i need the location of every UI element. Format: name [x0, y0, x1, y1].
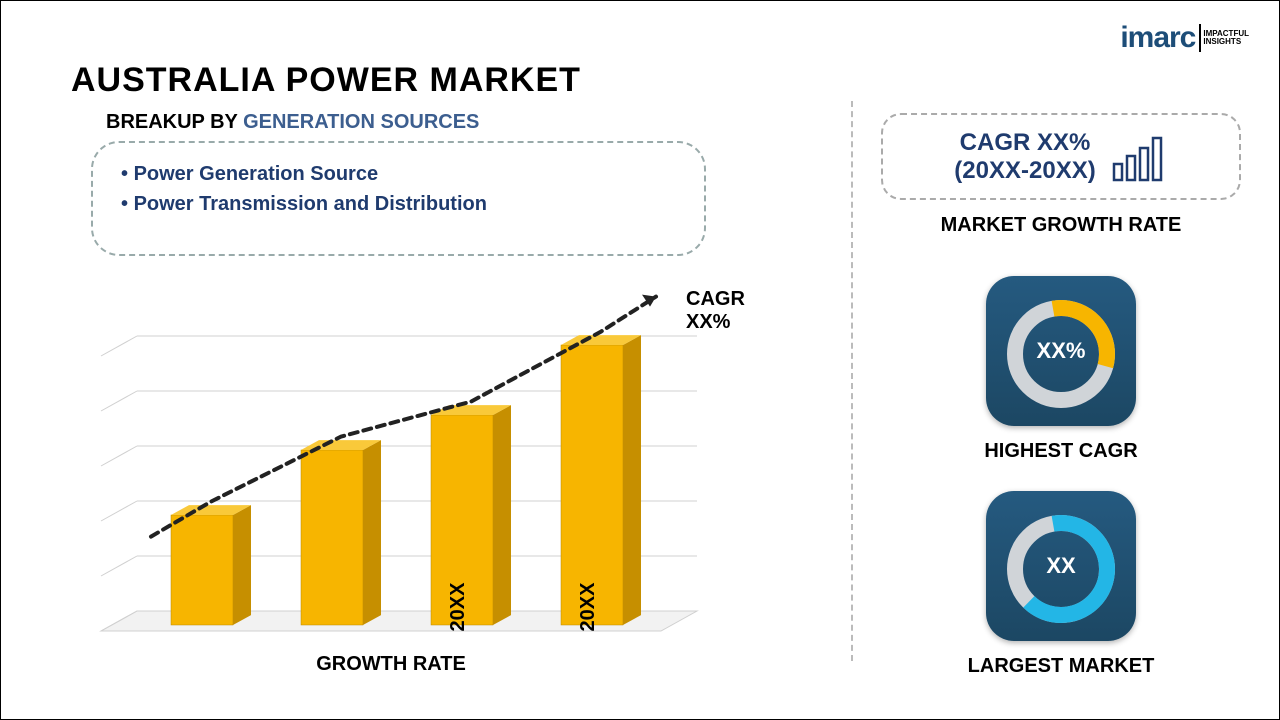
svg-text:20XX: 20XX — [447, 582, 469, 632]
growth-line2: (20XX-20XX) — [954, 157, 1095, 185]
page-title: AUSTRALIA POWER MARKET — [71, 61, 581, 100]
bar-chart-svg: 20XX 20XX — [91, 286, 791, 646]
growth-rate-text: CAGR XX% (20XX-20XX) — [954, 129, 1095, 184]
brand-logo: imarc IMPACTFUL INSIGHTS — [1120, 21, 1249, 55]
bar-growth-icon — [1110, 132, 1168, 182]
highest-cagr-block: XX% HIGHEST CAGR — [881, 276, 1241, 463]
highest-cagr-label: HIGHEST CAGR — [881, 440, 1241, 463]
logo-text: imarc — [1120, 21, 1195, 55]
growth-rate-label: GROWTH RATE — [91, 653, 691, 676]
breakup-subtitle: BREAKUP BY GENERATION SOURCES — [106, 111, 479, 134]
logo-separator — [1199, 24, 1201, 52]
subtitle-highlight: GENERATION SOURCES — [243, 111, 479, 133]
growth-rate-box: CAGR XX% (20XX-20XX) — [881, 113, 1241, 200]
growth-line1: CAGR XX% — [954, 129, 1095, 157]
segment-item: Power Generation Source — [121, 159, 676, 189]
segment-item: Power Transmission and Distribution — [121, 189, 676, 219]
cagr-value: XX% — [986, 276, 1136, 426]
segments-list: Power Generation Source Power Transmissi… — [121, 159, 676, 219]
logo-tagline: IMPACTFUL INSIGHTS — [1203, 30, 1249, 46]
svg-text:20XX: 20XX — [577, 582, 599, 632]
market-growth-block: CAGR XX% (20XX-20XX) MARKET GROWTH RATE — [881, 113, 1241, 237]
largest-market-tile: XX — [986, 491, 1136, 641]
cagr-annotation: CAGR XX% — [686, 288, 791, 334]
segments-box: Power Generation Source Power Transmissi… — [91, 141, 706, 256]
market-value: XX — [986, 491, 1136, 641]
highest-cagr-tile: XX% — [986, 276, 1136, 426]
growth-chart: CAGR XX% 20XX 20XX GROWTH RATE — [91, 286, 791, 686]
market-growth-label: MARKET GROWTH RATE — [881, 214, 1241, 237]
subtitle-prefix: BREAKUP BY — [106, 111, 243, 133]
largest-market-label: LARGEST MARKET — [881, 655, 1241, 678]
vertical-divider — [851, 101, 853, 661]
largest-market-block: XX LARGEST MARKET — [881, 491, 1241, 678]
